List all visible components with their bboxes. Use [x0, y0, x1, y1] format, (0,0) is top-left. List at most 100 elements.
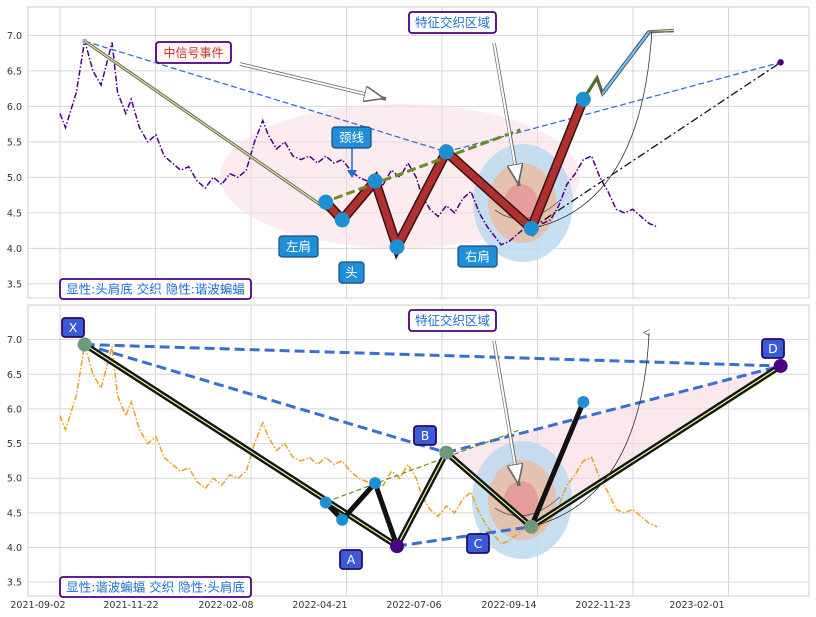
projection-curve [531, 333, 649, 528]
projection-curve [531, 31, 653, 229]
panel-frame [27, 304, 810, 597]
harmonic-leg [445, 452, 532, 528]
node-x [77, 337, 92, 352]
zone-arc [494, 496, 561, 517]
event-annotation: 中信号事件 [155, 41, 232, 64]
y-tick-label: 4.5 [7, 508, 22, 519]
harmonic-leg [530, 365, 781, 528]
left-shoulder-annotation: 左肩 [278, 235, 319, 258]
zone-annotation-text: 特征交织区域 [415, 313, 490, 328]
node-c [524, 519, 539, 534]
zone-annotation: 特征交织区域 [408, 11, 497, 34]
neckline-dash [333, 429, 521, 500]
event-arrow [239, 63, 382, 98]
right-shoulder-annotation-box [457, 245, 498, 268]
ac-dash-line [396, 525, 532, 548]
event-annotation-text: 中信号事件 [163, 45, 223, 60]
right-shoulder-annotation: 右肩 [457, 245, 498, 268]
y-tick-label: 6.0 [7, 404, 22, 415]
shoulder-node [336, 513, 349, 526]
zone-arrow [493, 42, 518, 182]
zone-annotation: 特征交织区域 [408, 309, 497, 332]
label-d: D [761, 338, 785, 359]
y-tick-label: 5.5 [7, 137, 22, 148]
left-shoulder-annotation-box [278, 235, 319, 258]
y-tick-label: 4.5 [7, 208, 22, 219]
y-tick-label: 5.5 [7, 439, 22, 450]
xd-dash-line [84, 343, 781, 368]
y-tick-label: 4.0 [7, 543, 22, 554]
x-tick-label: 2022-04-21 [292, 600, 347, 611]
label-c-box [466, 533, 490, 554]
node-b [439, 445, 454, 460]
projection-dashdot-line [530, 61, 781, 229]
bottom-panel: 3.5 4.0 4.5 5.0 5.5 6.0 6.5 7.0 [7, 304, 810, 597]
head-annotation-text: 头 [345, 265, 358, 280]
x-tick-label: 2021-09-02 [10, 600, 65, 611]
summary-annotation-box [59, 576, 252, 598]
shoulder-node [319, 496, 332, 509]
tip-green-segment [582, 74, 604, 101]
summary-annotation-text: 显性:谐波蝙蝠 交织 隐性:头肩底 [66, 580, 245, 595]
label-c: C [466, 533, 490, 554]
y-tick-label: 6.0 [7, 102, 22, 113]
xb-dash-line [84, 343, 447, 455]
harmonic-leg [396, 452, 447, 547]
pattern-node [334, 212, 350, 228]
label-a: A [339, 549, 363, 570]
x-tick-label: 2023-02-01 [669, 600, 724, 611]
label-d-box [761, 338, 785, 359]
event-annotation-box [155, 41, 232, 64]
tip-cyan-segment [601, 31, 650, 95]
bd-dash-line [445, 364, 781, 455]
summary-annotation: 显性:头肩底 交织 隐性:谐波蝙蝠 [59, 278, 252, 300]
label-x-box [61, 317, 85, 338]
label-d-text: D [768, 341, 778, 356]
node-a [390, 539, 405, 554]
pattern-node [318, 194, 334, 210]
node-d [773, 358, 788, 373]
right-shoulder-annotation-text: 右肩 [465, 249, 490, 264]
y-tick-label: 6.5 [7, 66, 22, 77]
x-tick-label: 2022-02-08 [198, 600, 253, 611]
label-b-box [413, 425, 437, 446]
neckline-dash [333, 128, 521, 201]
pattern-node [367, 173, 383, 189]
neckline-annotation-box [331, 126, 372, 149]
y-tick-label: 5.0 [7, 474, 22, 485]
pattern-node [523, 220, 539, 236]
neckline-annotation-text: 颈线 [339, 130, 365, 145]
x-tick-label: 2022-07-06 [386, 600, 441, 611]
zone-annotation-box [408, 309, 497, 332]
end-point [777, 59, 784, 66]
x-tick-label: 2022-09-14 [481, 600, 536, 611]
label-c-text: C [474, 536, 483, 551]
label-x: X [61, 317, 85, 338]
label-x-text: X [69, 320, 78, 335]
label-b: B [413, 425, 437, 446]
x-tick-label: 2022-11-23 [575, 600, 630, 611]
zone-annotation-box [408, 11, 497, 34]
pattern-node [438, 144, 454, 160]
y-tick-label: 6.5 [7, 370, 22, 381]
zone-arrow [493, 340, 518, 482]
neckline-annotation: 颈线 [331, 126, 372, 149]
shoulder-node [369, 477, 382, 490]
label-a-box [339, 549, 363, 570]
head-annotation-box [338, 261, 365, 284]
x-tick-label: 2021-11-22 [103, 600, 158, 611]
shoulder-path [323, 478, 400, 547]
pattern-node [389, 239, 405, 255]
zone-annotation-text: 特征交织区域 [415, 15, 490, 30]
y-tick-label: 7.0 [7, 335, 22, 346]
summary-annotation: 显性:谐波蝙蝠 交织 隐性:头肩底 [59, 576, 252, 598]
y-tick-label: 5.0 [7, 173, 22, 184]
head-annotation: 头 [338, 261, 365, 284]
pattern-node [575, 91, 591, 107]
label-a-text: A [347, 552, 356, 567]
c-extension-path [528, 401, 586, 528]
harmonic-leg [84, 343, 398, 547]
